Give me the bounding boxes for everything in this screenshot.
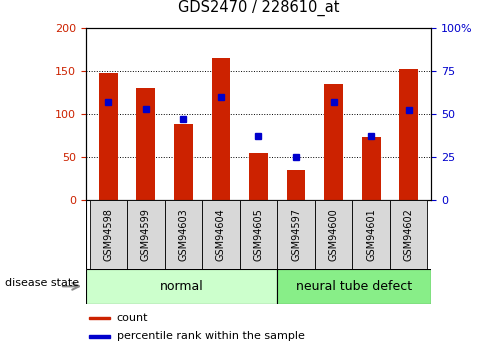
Bar [212, 58, 230, 200]
Text: normal: normal [160, 280, 203, 293]
Bar [352, 200, 390, 269]
Text: GDS2470 / 228610_at: GDS2470 / 228610_at [178, 0, 339, 16]
Bar [89, 316, 110, 319]
Text: GSM94603: GSM94603 [178, 208, 188, 261]
Text: GSM94600: GSM94600 [329, 208, 339, 261]
Bar [390, 200, 427, 269]
Text: GSM94601: GSM94601 [366, 208, 376, 261]
Text: neural tube defect: neural tube defect [296, 280, 412, 293]
Text: percentile rank within the sample: percentile rank within the sample [117, 331, 305, 341]
Text: GSM94605: GSM94605 [253, 208, 264, 261]
Bar [99, 73, 118, 200]
Text: count: count [117, 313, 148, 323]
Bar [89, 335, 110, 337]
Bar [202, 200, 240, 269]
Text: GSM94602: GSM94602 [404, 208, 414, 261]
Text: GSM94597: GSM94597 [291, 208, 301, 261]
Bar [174, 124, 193, 200]
Bar [165, 200, 202, 269]
Bar [86, 269, 277, 304]
Bar [127, 200, 165, 269]
Bar [315, 200, 352, 269]
Bar [136, 88, 155, 200]
Text: GSM94599: GSM94599 [141, 208, 151, 261]
Text: GSM94598: GSM94598 [103, 208, 113, 261]
Text: GSM94604: GSM94604 [216, 208, 226, 261]
Bar [249, 152, 268, 200]
Bar [287, 170, 305, 200]
Bar [90, 200, 127, 269]
Bar [324, 84, 343, 200]
Bar [362, 137, 381, 200]
Bar [240, 200, 277, 269]
Bar [399, 69, 418, 200]
Bar [277, 269, 431, 304]
Bar [277, 200, 315, 269]
Text: disease state: disease state [5, 278, 79, 288]
